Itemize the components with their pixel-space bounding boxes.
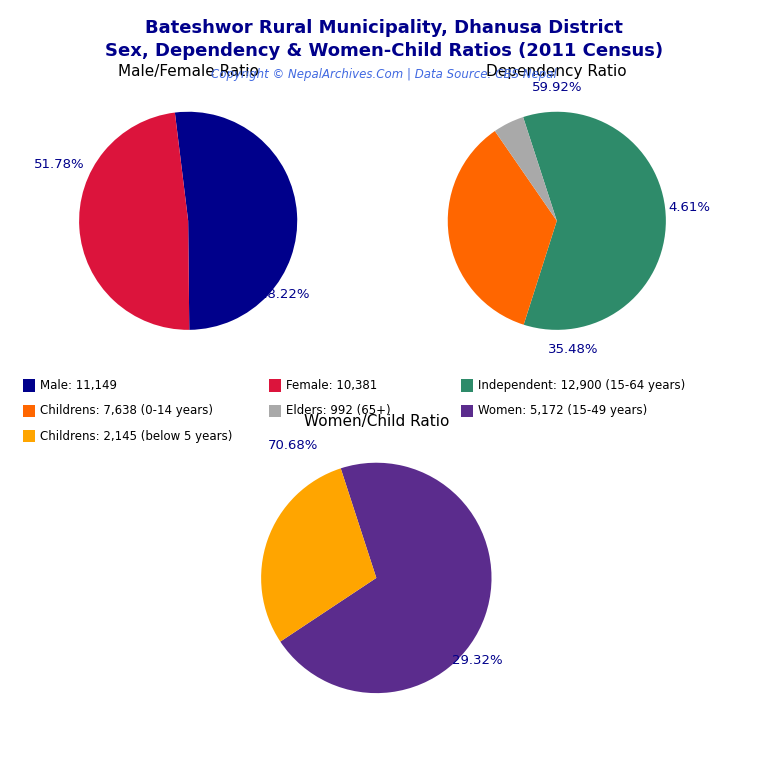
Title: Dependency Ratio: Dependency Ratio <box>486 65 627 79</box>
Title: Male/Female Ratio: Male/Female Ratio <box>118 65 259 79</box>
Text: 70.68%: 70.68% <box>268 439 319 452</box>
Wedge shape <box>280 463 492 693</box>
Text: Women: 5,172 (15-49 years): Women: 5,172 (15-49 years) <box>478 405 647 417</box>
Text: Childrens: 7,638 (0-14 years): Childrens: 7,638 (0-14 years) <box>40 405 213 417</box>
Text: 35.48%: 35.48% <box>548 343 598 356</box>
Text: Elders: 992 (65+): Elders: 992 (65+) <box>286 405 390 417</box>
Text: 51.78%: 51.78% <box>34 157 84 170</box>
Wedge shape <box>261 468 376 641</box>
Wedge shape <box>448 131 557 325</box>
Wedge shape <box>523 112 666 329</box>
Text: Bateshwor Rural Municipality, Dhanusa District: Bateshwor Rural Municipality, Dhanusa Di… <box>145 19 623 37</box>
Title: Women/Child Ratio: Women/Child Ratio <box>303 414 449 429</box>
Text: Female: 10,381: Female: 10,381 <box>286 379 377 392</box>
Text: Male: 11,149: Male: 11,149 <box>40 379 117 392</box>
Text: 4.61%: 4.61% <box>669 201 711 214</box>
Text: Childrens: 2,145 (below 5 years): Childrens: 2,145 (below 5 years) <box>40 430 232 442</box>
Wedge shape <box>175 112 297 329</box>
Text: 59.92%: 59.92% <box>531 81 582 94</box>
Text: Sex, Dependency & Women-Child Ratios (2011 Census): Sex, Dependency & Women-Child Ratios (20… <box>105 42 663 60</box>
Text: Copyright © NepalArchives.Com | Data Source: CBS Nepal: Copyright © NepalArchives.Com | Data Sou… <box>211 68 557 81</box>
Text: Independent: 12,900 (15-64 years): Independent: 12,900 (15-64 years) <box>478 379 685 392</box>
Text: 48.22%: 48.22% <box>259 289 310 302</box>
Text: 29.32%: 29.32% <box>452 654 503 667</box>
Wedge shape <box>79 113 189 329</box>
Wedge shape <box>495 117 557 221</box>
